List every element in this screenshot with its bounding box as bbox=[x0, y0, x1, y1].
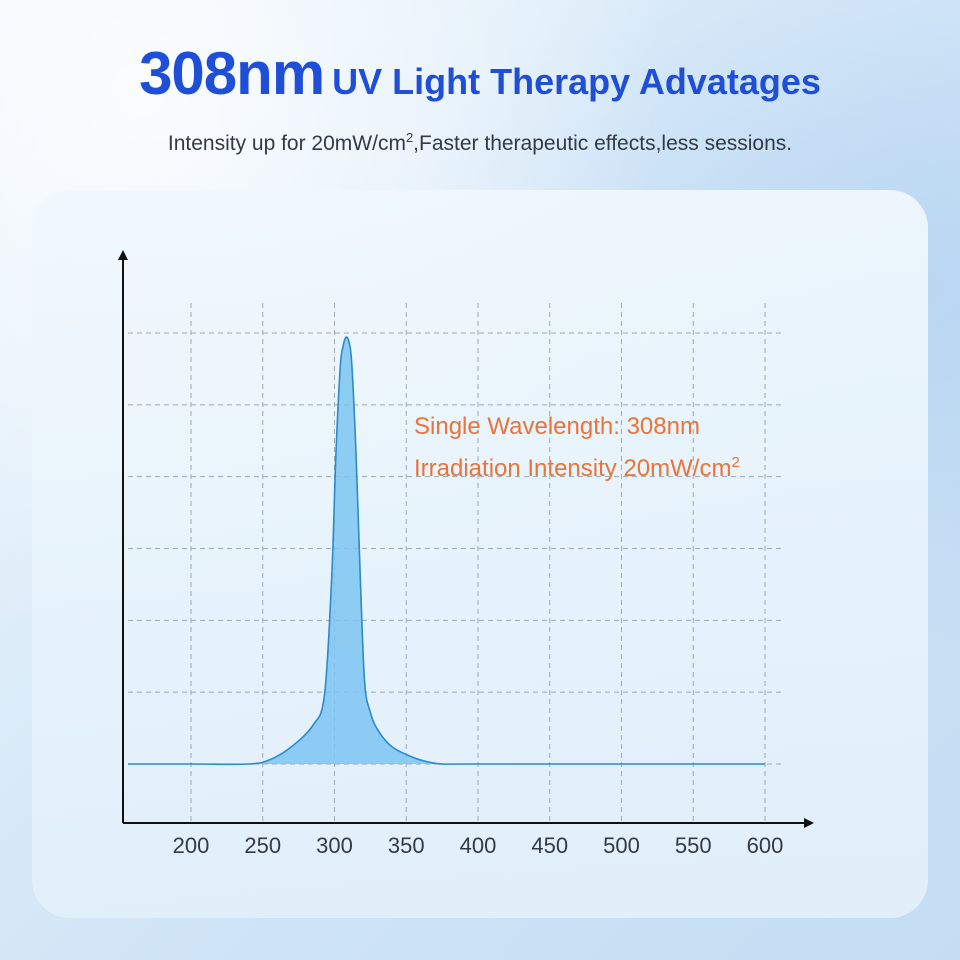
x-tick-label: 500 bbox=[603, 833, 640, 858]
x-tick-label: 450 bbox=[531, 833, 568, 858]
x-tick-label: 400 bbox=[460, 833, 497, 858]
annotation-intensity-text: Irradiation Intensity 20mW/cm bbox=[414, 455, 732, 482]
subtitle-superscript: 2 bbox=[405, 130, 414, 145]
annotation-wavelength: Single Wavelength: 308nm bbox=[414, 413, 700, 440]
x-tick-label: 250 bbox=[244, 833, 281, 858]
x-tick-label: 200 bbox=[173, 833, 210, 858]
annotation-intensity-superscript: 2 bbox=[731, 454, 740, 471]
x-tick-label: 350 bbox=[388, 833, 425, 858]
chart-annotation: Single Wavelength: 308nm Irradiation Int… bbox=[414, 409, 740, 487]
page-subtitle: Intensity up for 20mW/cm2,Faster therape… bbox=[0, 130, 960, 156]
chart-card bbox=[32, 190, 928, 918]
x-tick-label: 550 bbox=[675, 833, 712, 858]
title-wavelength: 308nm bbox=[139, 40, 325, 107]
x-tick-label: 600 bbox=[747, 833, 784, 858]
page-title: 308nm UV Light Therapy Advatages bbox=[0, 44, 960, 104]
spectrum-area bbox=[128, 337, 765, 765]
title-text: UV Light Therapy Advatages bbox=[332, 61, 821, 102]
x-tick-label: 300 bbox=[316, 833, 353, 858]
subtitle-tail: ,Faster therapeutic effects,less session… bbox=[413, 132, 793, 155]
spectrum-line bbox=[128, 336, 765, 766]
subtitle-main: Intensity up for 20mW/cm bbox=[167, 132, 406, 155]
annotation-intensity: Irradiation Intensity 20mW/cm2 bbox=[414, 445, 740, 487]
